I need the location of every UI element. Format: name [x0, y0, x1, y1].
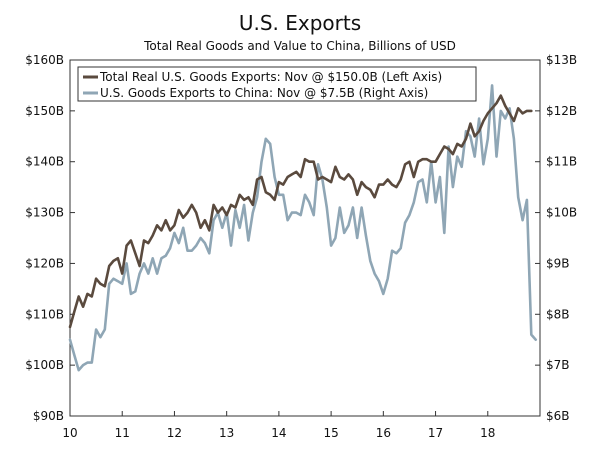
series-line-china-exports — [68, 84, 538, 372]
right-tick-label: $11B — [546, 155, 577, 169]
right-tick-label: $12B — [546, 104, 577, 118]
legend-label-total-exports: Total Real U.S. Goods Exports: Nov @ $15… — [99, 70, 442, 84]
plot-area-frame — [69, 59, 541, 417]
x-tick-label: 12 — [167, 426, 182, 440]
legend-box — [77, 66, 477, 102]
left-tick-label: $100B — [25, 358, 64, 372]
x-axis: 10 11 12 13 14 15 16 17 18 — [62, 411, 495, 440]
legend-label-china-exports: U.S. Goods Exports to China: Nov @ $7.5B… — [100, 86, 428, 100]
left-tick-label: $130B — [25, 206, 64, 220]
chart-subtitle: Total Real Goods and Value to China, Bil… — [143, 39, 456, 53]
x-tick-label: 13 — [219, 426, 234, 440]
x-tick-label: 14 — [271, 426, 286, 440]
left-tick-label: $90B — [33, 409, 64, 423]
right-axis: $6B $7B $8B $9B $10B $11B $12B $13B — [535, 53, 577, 423]
right-tick-label: $6B — [546, 409, 570, 423]
legend: Total Real U.S. Goods Exports: Nov @ $15… — [77, 66, 477, 102]
right-tick-label: $8B — [546, 307, 570, 321]
series-line-total-exports — [68, 94, 533, 329]
x-tick-label: 18 — [480, 426, 495, 440]
x-tick-label: 10 — [62, 426, 77, 440]
right-tick-label: $10B — [546, 206, 577, 220]
left-tick-label: $110B — [25, 307, 64, 321]
chart-title: U.S. Exports — [239, 11, 361, 35]
right-tick-label: $7B — [546, 358, 570, 372]
x-tick-label: 15 — [323, 426, 338, 440]
x-tick-label: 17 — [428, 426, 443, 440]
series-lines — [68, 84, 538, 372]
left-tick-label: $150B — [25, 104, 64, 118]
x-tick-label: 16 — [376, 426, 391, 440]
left-tick-label: $120B — [25, 256, 64, 270]
left-axis: $90B $100B $110B $120B $130B $140B $150B $160B — [25, 53, 75, 423]
left-tick-label: $160B — [25, 53, 64, 67]
x-tick-label: 11 — [115, 426, 130, 440]
left-tick-label: $140B — [25, 155, 64, 169]
right-tick-label: $13B — [546, 53, 577, 67]
right-tick-label: $9B — [546, 256, 570, 270]
